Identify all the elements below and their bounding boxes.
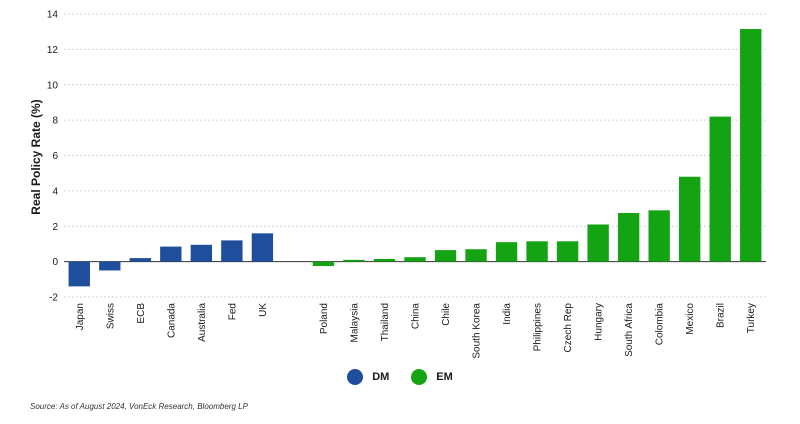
bar-chart: -2 0 2 4 6 8 10 12 14 Japan Swiss ECB Canada Austral… [29, 10, 766, 359]
x-tick-label: Thailand [380, 303, 391, 341]
x-tick-label: Colombia [655, 303, 666, 346]
y-tick-label: 2 [52, 222, 58, 233]
bars [68, 29, 762, 287]
legend-item-dm: DM [347, 369, 389, 385]
y-tick-label: -2 [49, 293, 58, 304]
legend-dm-label: DM [372, 371, 390, 383]
bar-south-korea [465, 249, 487, 262]
x-tick-label: Hungary [594, 303, 605, 341]
x-tick-label: China [411, 303, 422, 330]
bar-colombia [648, 210, 670, 262]
y-tick-label: 10 [47, 80, 59, 91]
x-tick-label: South Africa [624, 303, 635, 357]
legend-em-label: EM [436, 371, 453, 383]
bar-canada [160, 246, 182, 262]
x-tick-label: India [502, 303, 513, 325]
legend-dm-swatch [347, 369, 364, 385]
bar-india [495, 242, 518, 262]
y-tick-label: 6 [52, 151, 58, 162]
bar-australia [190, 244, 213, 262]
bar-thailand [373, 258, 396, 262]
x-tick-label: Chile [441, 303, 452, 326]
x-tick-label: Turkey [746, 303, 757, 333]
x-tick-label: Poland [319, 303, 330, 334]
x-tick-label: UK [258, 303, 269, 317]
bar-czech-rep [556, 241, 579, 262]
x-tick-label: Czech Rep [563, 303, 574, 353]
x-tick-label: Malaysia [349, 303, 360, 343]
y-tick-label: 14 [47, 10, 59, 21]
y-axis-title: Real Policy Rate (%) [29, 99, 43, 214]
bar-hungary [587, 224, 609, 262]
bar-brazil [709, 116, 731, 262]
bar-china [404, 257, 426, 262]
x-axis-labels: Japan Swiss ECB Canada Australia Fed UK Poland M… [75, 303, 757, 359]
bar-uk [251, 233, 274, 262]
y-tick-label: 4 [52, 186, 58, 197]
x-tick-label: South Korea [472, 303, 483, 359]
bar-mexico [679, 176, 701, 262]
x-tick-label: Brazil [716, 303, 727, 328]
x-tick-label: Philippines [533, 303, 544, 351]
legend-em-swatch [411, 369, 428, 385]
bar-japan [68, 261, 90, 287]
legend-item-em: EM [411, 369, 453, 385]
bar-chile [434, 250, 457, 262]
legend: DM EM [0, 369, 800, 385]
bar-swiss [99, 261, 121, 271]
x-tick-label: Japan [75, 303, 86, 330]
bar-ecb [129, 258, 151, 262]
y-tick-label: 12 [47, 45, 59, 56]
x-tick-label: Swiss [105, 303, 116, 329]
bar-poland [312, 261, 335, 267]
x-tick-label: ECB [136, 303, 147, 324]
y-tick-label: 0 [52, 257, 58, 268]
bar-philippines [526, 241, 548, 262]
x-tick-label: Fed [227, 303, 238, 320]
y-tick-label: 8 [52, 116, 58, 127]
source-note: Source: As of August 2024, VonEck Resear… [30, 402, 248, 411]
bar-south-africa [617, 212, 640, 262]
bar-malaysia [343, 259, 365, 262]
bar-turkey [740, 29, 762, 262]
y-axis-ticks: -2 0 2 4 6 8 10 12 14 [47, 10, 59, 304]
x-tick-label: Canada [166, 303, 177, 338]
bar-fed [221, 240, 243, 262]
x-tick-label: Mexico [685, 303, 696, 335]
x-tick-label: Australia [197, 303, 208, 342]
